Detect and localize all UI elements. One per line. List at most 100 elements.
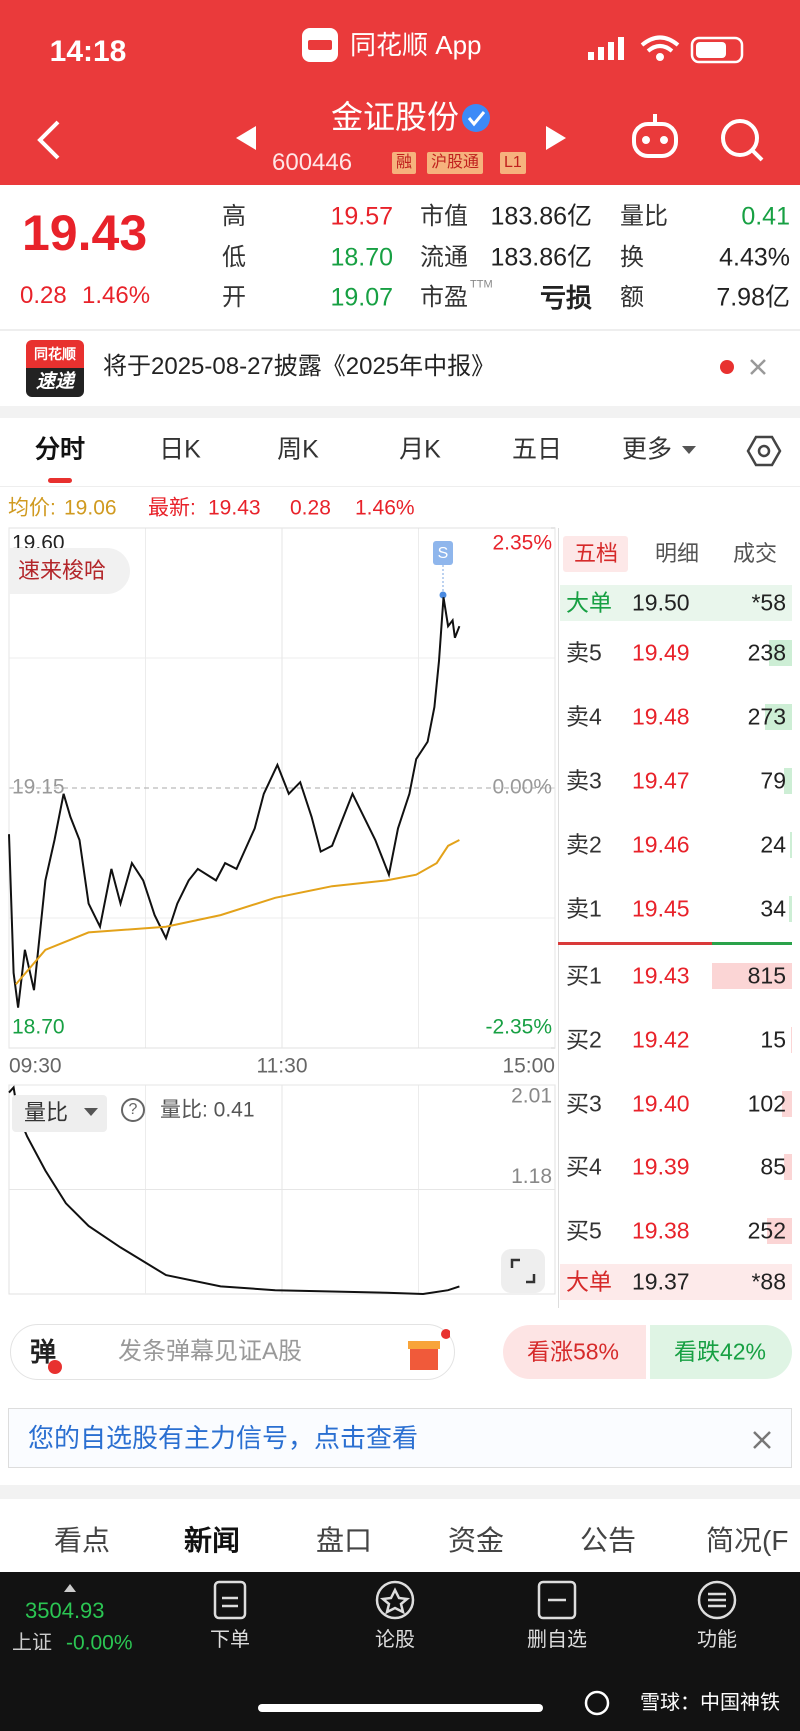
help-text: ?: [128, 1101, 138, 1118]
header-icons: [37, 28, 764, 162]
content-tab[interactable]: 看点: [53, 1525, 111, 1556]
nav-label[interactable]: 删自选: [527, 1629, 587, 1651]
y2-tick-label: 2.35%: [492, 532, 552, 555]
back-button[interactable]: [37, 120, 60, 160]
vote-down[interactable]: [650, 1325, 792, 1379]
chart-tab[interactable]: 月K: [399, 435, 441, 464]
nav-label[interactable]: 下单: [210, 1629, 250, 1651]
book-volume: 815: [747, 962, 786, 989]
book-volume: 102: [747, 1090, 786, 1117]
book-price: 19.42: [632, 1026, 690, 1053]
gap: [0, 406, 800, 418]
book-tab[interactable]: 明细: [654, 541, 700, 566]
stock-tag: L1: [500, 152, 526, 174]
volume-selector-text[interactable]: 量比: [24, 1100, 69, 1125]
stat-label: 低: [222, 244, 246, 271]
book-price: 19.46: [632, 831, 690, 858]
xueqiu-logo: [584, 1690, 610, 1716]
more-caret[interactable]: [682, 446, 696, 454]
stat-label: 额: [620, 284, 644, 311]
price-line: [8, 597, 461, 1008]
book-tab[interactable]: 成交: [732, 541, 778, 566]
book-volume: *88: [751, 1268, 786, 1295]
book-label: 卖4: [566, 703, 602, 730]
danmu-placeholder[interactable]: 发条弹幕见证A股: [118, 1338, 303, 1365]
content-tab[interactable]: 简况(F: [706, 1525, 789, 1556]
verified-check: [467, 111, 486, 127]
book-label: 卖2: [566, 831, 602, 858]
stat-value: 183.86亿: [490, 202, 592, 231]
book-price: 19.37: [632, 1268, 690, 1295]
stock-code: 600446: [272, 149, 353, 176]
notice-logo-top: [26, 340, 84, 368]
stat-value: 亏损: [539, 283, 592, 313]
avg-label: 均价:: [8, 496, 56, 520]
book-label: 卖1: [566, 895, 602, 922]
nav-order-icon[interactable]: [213, 1580, 247, 1620]
next-stock[interactable]: [546, 126, 566, 150]
search-button[interactable]: [721, 119, 764, 162]
help-icon[interactable]: [121, 1098, 145, 1122]
notice-logo-text: 同花顺: [34, 346, 76, 362]
signal-banner-text[interactable]: 您的自选股有主力信号，点击查看: [28, 1423, 419, 1453]
chart-tab[interactable]: 更多: [621, 435, 673, 464]
gift-icon[interactable]: [400, 1328, 450, 1378]
content-tab[interactable]: 盘口: [315, 1525, 373, 1556]
notice-text[interactable]: 将于2025-08-27披露《2025年中报》: [103, 353, 496, 380]
nav-label[interactable]: 功能: [697, 1629, 737, 1651]
book-label: 买1: [566, 962, 602, 989]
chart-tab[interactable]: 周K: [277, 435, 319, 464]
book-divider: [558, 528, 559, 1308]
x-tick-label: 09:30: [9, 1055, 62, 1078]
nav-label[interactable]: 论股: [375, 1629, 415, 1651]
prev-stock[interactable]: [236, 126, 256, 150]
wifi-icon: [640, 35, 680, 61]
stat-label: 开: [222, 284, 246, 311]
banner-close[interactable]: [750, 1428, 774, 1452]
nav-menu-icon[interactable]: [697, 1580, 737, 1620]
vote-up[interactable]: [503, 1325, 646, 1379]
robot-button[interactable]: [632, 114, 678, 158]
last-price: 19.43: [22, 205, 148, 261]
book-volume: 15: [760, 1026, 786, 1053]
nav-icons: [64, 1580, 737, 1716]
notice-close[interactable]: [750, 359, 766, 375]
home-indicator: [258, 1704, 543, 1712]
chart-tab[interactable]: 日K: [159, 435, 201, 464]
content-tab[interactable]: 公告: [579, 1525, 637, 1556]
content-tab[interactable]: 资金: [447, 1525, 505, 1556]
content-tab[interactable]: 新闻: [183, 1525, 241, 1556]
volume-bar: [790, 1027, 792, 1053]
stat-value: 18.70: [330, 243, 393, 272]
book-label: 买5: [566, 1217, 602, 1244]
book-volume: 238: [747, 639, 786, 666]
book-volume: 79: [760, 767, 786, 794]
watermark: 雪球：中国神铁: [640, 1692, 780, 1714]
signal-banner[interactable]: [8, 1408, 792, 1468]
book-label: 大单: [566, 589, 612, 616]
chart-tab[interactable]: 五日: [511, 435, 563, 464]
vote-down-text[interactable]: 看跌42%: [673, 1338, 767, 1365]
nav-forum-icon[interactable]: [375, 1580, 415, 1620]
signal-badge[interactable]: [433, 541, 453, 565]
chart-tab[interactable]: 分时: [34, 435, 86, 464]
index-caret: [64, 1584, 76, 1592]
index-name: 上证: [12, 1632, 52, 1654]
vote-up-text[interactable]: 看涨58%: [526, 1338, 620, 1365]
stat-label: 换: [620, 244, 644, 271]
y-tick-label: 18.70: [12, 1016, 65, 1039]
last-value: 19.43: [208, 496, 261, 520]
nav-remove-icon[interactable]: [537, 1580, 577, 1620]
book-volume: 34: [760, 895, 786, 922]
big-order-row: [560, 1264, 792, 1300]
stat-value: 19.07: [330, 283, 393, 312]
expand-button[interactable]: [500, 1248, 546, 1294]
book-tab[interactable]: 五档: [573, 541, 619, 566]
app-logo-mark: [308, 40, 332, 50]
stat-label: 高: [222, 203, 246, 230]
ttm-note: TTM: [470, 278, 493, 291]
bubble-text[interactable]: 速来梭哈: [17, 558, 107, 583]
settings-button[interactable]: [746, 435, 782, 467]
bubble[interactable]: [9, 548, 130, 594]
danmu-input[interactable]: [10, 1324, 455, 1380]
